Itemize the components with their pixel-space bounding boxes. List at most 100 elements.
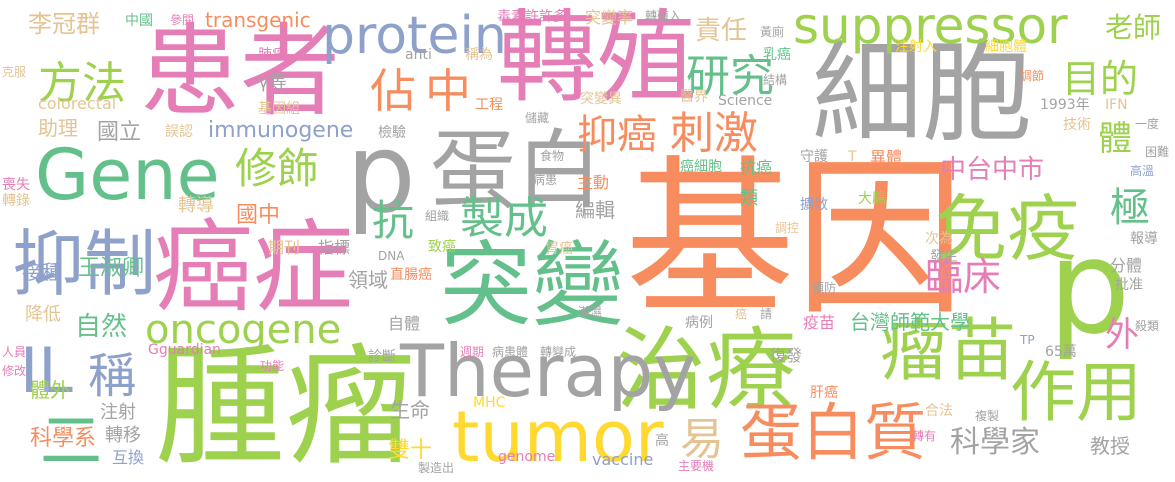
word-jiezhong: 接種 (22, 260, 62, 284)
word-kuosan: 擴散 (800, 197, 828, 213)
word-fasheng: 發生 (930, 249, 958, 265)
word-kefu: 克服 (2, 65, 27, 79)
word-qikan: 期刊 (268, 238, 301, 257)
word-zeren: 責任 (695, 16, 748, 46)
word-gao: 高 (655, 433, 669, 449)
word-tubianlv: 突變率 (585, 8, 634, 27)
word-zhuanbiancheng: 轉變成 (540, 345, 577, 359)
word-zhuli: 助理 (38, 116, 78, 140)
word-transgenic: transgenic (205, 8, 311, 32)
word-zhuandao: 轉導 (178, 195, 214, 216)
word-yanjiu: 研究 (686, 51, 774, 102)
word-65wan: 65萬 (1045, 344, 1077, 360)
word-zhicheng: 製成 (460, 193, 548, 244)
word-t: T (848, 149, 857, 165)
word-science: Science (718, 93, 773, 109)
word-jiangdi: 降低 (25, 304, 61, 325)
word-feiai: 肺癌 (258, 47, 286, 63)
word-ziran: 自然 (75, 312, 128, 342)
word-gongcheng: 工程 (475, 97, 503, 113)
word-zhudong: 主動 (577, 173, 610, 192)
word-danbai: 蛋白 (430, 121, 602, 221)
word-jiaoshou: 教授 (1090, 434, 1130, 458)
word-colorectal: colorectal (38, 94, 117, 113)
word-linchuang: 臨床 (925, 255, 1002, 299)
word-dusu: 毒素許許多 (497, 9, 567, 25)
word-zhenduan: 診斷 (368, 349, 396, 365)
word-bingli: 病例 (685, 315, 713, 331)
word-anti: anti (405, 47, 432, 63)
word-zhuanzhi: 轉殖 (497, 0, 697, 116)
word-therapy: Therapy (400, 329, 696, 413)
word-zhizaochu: 製造出 (418, 461, 455, 475)
word-fangfa: 方法 (38, 58, 126, 109)
word-dachang: 大腸 (858, 191, 886, 207)
word-xiugai: 修改 (2, 364, 27, 378)
word-kangai: 抗癌 (740, 158, 773, 177)
word-liguanqun: 李冠群 (28, 10, 100, 38)
word-lei: 類 (740, 188, 758, 209)
word-zhiliao: 治療 (616, 318, 796, 423)
word-huangce: 黃廁 (760, 25, 785, 39)
word-yimiao: 疫苗 (803, 313, 836, 332)
word-jishu: 技術 (1063, 117, 1091, 133)
word-weiai: 胃癌 (545, 241, 573, 257)
word-danbaizhi: 蛋白質 (740, 396, 927, 469)
word-ruai: 乳癌 (763, 47, 791, 63)
word-fenti: 分體 (1110, 256, 1143, 275)
word-laoshi: 老師 (1105, 11, 1162, 44)
word-yiti: 異體 (870, 148, 903, 167)
word-shalei: 殺類 (1135, 319, 1160, 333)
word-binghuanti: 病患體 (492, 345, 529, 359)
word-1993: 1993年 (1040, 97, 1090, 113)
word-tubian: 突變 (440, 232, 625, 339)
word-canyue: 參閱 (170, 13, 195, 27)
word-dna: DNA (378, 249, 405, 263)
word-fuzhi: 複製 (975, 409, 1000, 423)
word-ifn: IFN (1105, 97, 1128, 113)
word-aixibao: 癌細胞 (680, 159, 722, 175)
word-sangshi: 喪失 (2, 177, 30, 193)
word-zhibiao: 指標 (318, 238, 351, 257)
word-wangshuqing: 王淑卿 (78, 256, 145, 281)
word-zhichangai: 直腸癌 (390, 267, 432, 283)
word-er: 二 (40, 404, 103, 477)
word-zhongtaizhongshi: 中台中市 (940, 155, 1045, 185)
word-tp: TP (1020, 333, 1035, 347)
word-fufa: 復發 (770, 346, 803, 365)
word-xiushi: 修飾 (235, 144, 320, 193)
word-pizhun: 批准 (1115, 277, 1143, 293)
word-zhong: 中 (425, 64, 471, 118)
word-tiaokong: 調控 (775, 221, 800, 235)
word-il: IL (20, 334, 73, 407)
word-wuren: 誤認 (165, 124, 193, 140)
word-yufang: 預防 (812, 281, 837, 295)
word-zhuanlu: 轉錄 (2, 193, 30, 209)
word-bianji: 編輯 (575, 198, 615, 222)
word-tiaojie: 調節 (1020, 69, 1045, 83)
word-tumor: tumor (452, 396, 664, 478)
word-ganai: 肝癌 (810, 385, 838, 401)
word-gaowen: 高溫 (1130, 164, 1155, 178)
word-zhongliu: 腫瘤 (155, 331, 416, 482)
word-cheng: 稱 (88, 348, 137, 404)
word-zhouqi: 週期 (460, 345, 485, 359)
word-mianyi: 免疫 (935, 187, 1080, 271)
word-gongneng: 功能 (260, 359, 285, 373)
word-shouhu: 守護 (800, 149, 828, 165)
word-liumiao: 瘤苗 (880, 312, 1017, 391)
word-ziti: 自體 (388, 314, 421, 333)
word-yidu: 一度 (1135, 117, 1160, 131)
word-ti: 體 (1098, 119, 1132, 159)
word-tiwai: 體外 (30, 378, 70, 402)
word-genome: genome (498, 449, 556, 465)
word-chucang: 儲藏 (525, 111, 550, 125)
word-zhuyaoji: 主要機 (678, 459, 715, 473)
word-ji: 極 (1110, 185, 1150, 231)
word-yizhi: 抑制 (12, 222, 157, 306)
word-p-green: p (1048, 211, 1131, 363)
word-wai: 外 (1105, 315, 1139, 355)
word-baodao: 報導 (1130, 231, 1158, 247)
word-yijie: 醫界 (680, 89, 708, 105)
